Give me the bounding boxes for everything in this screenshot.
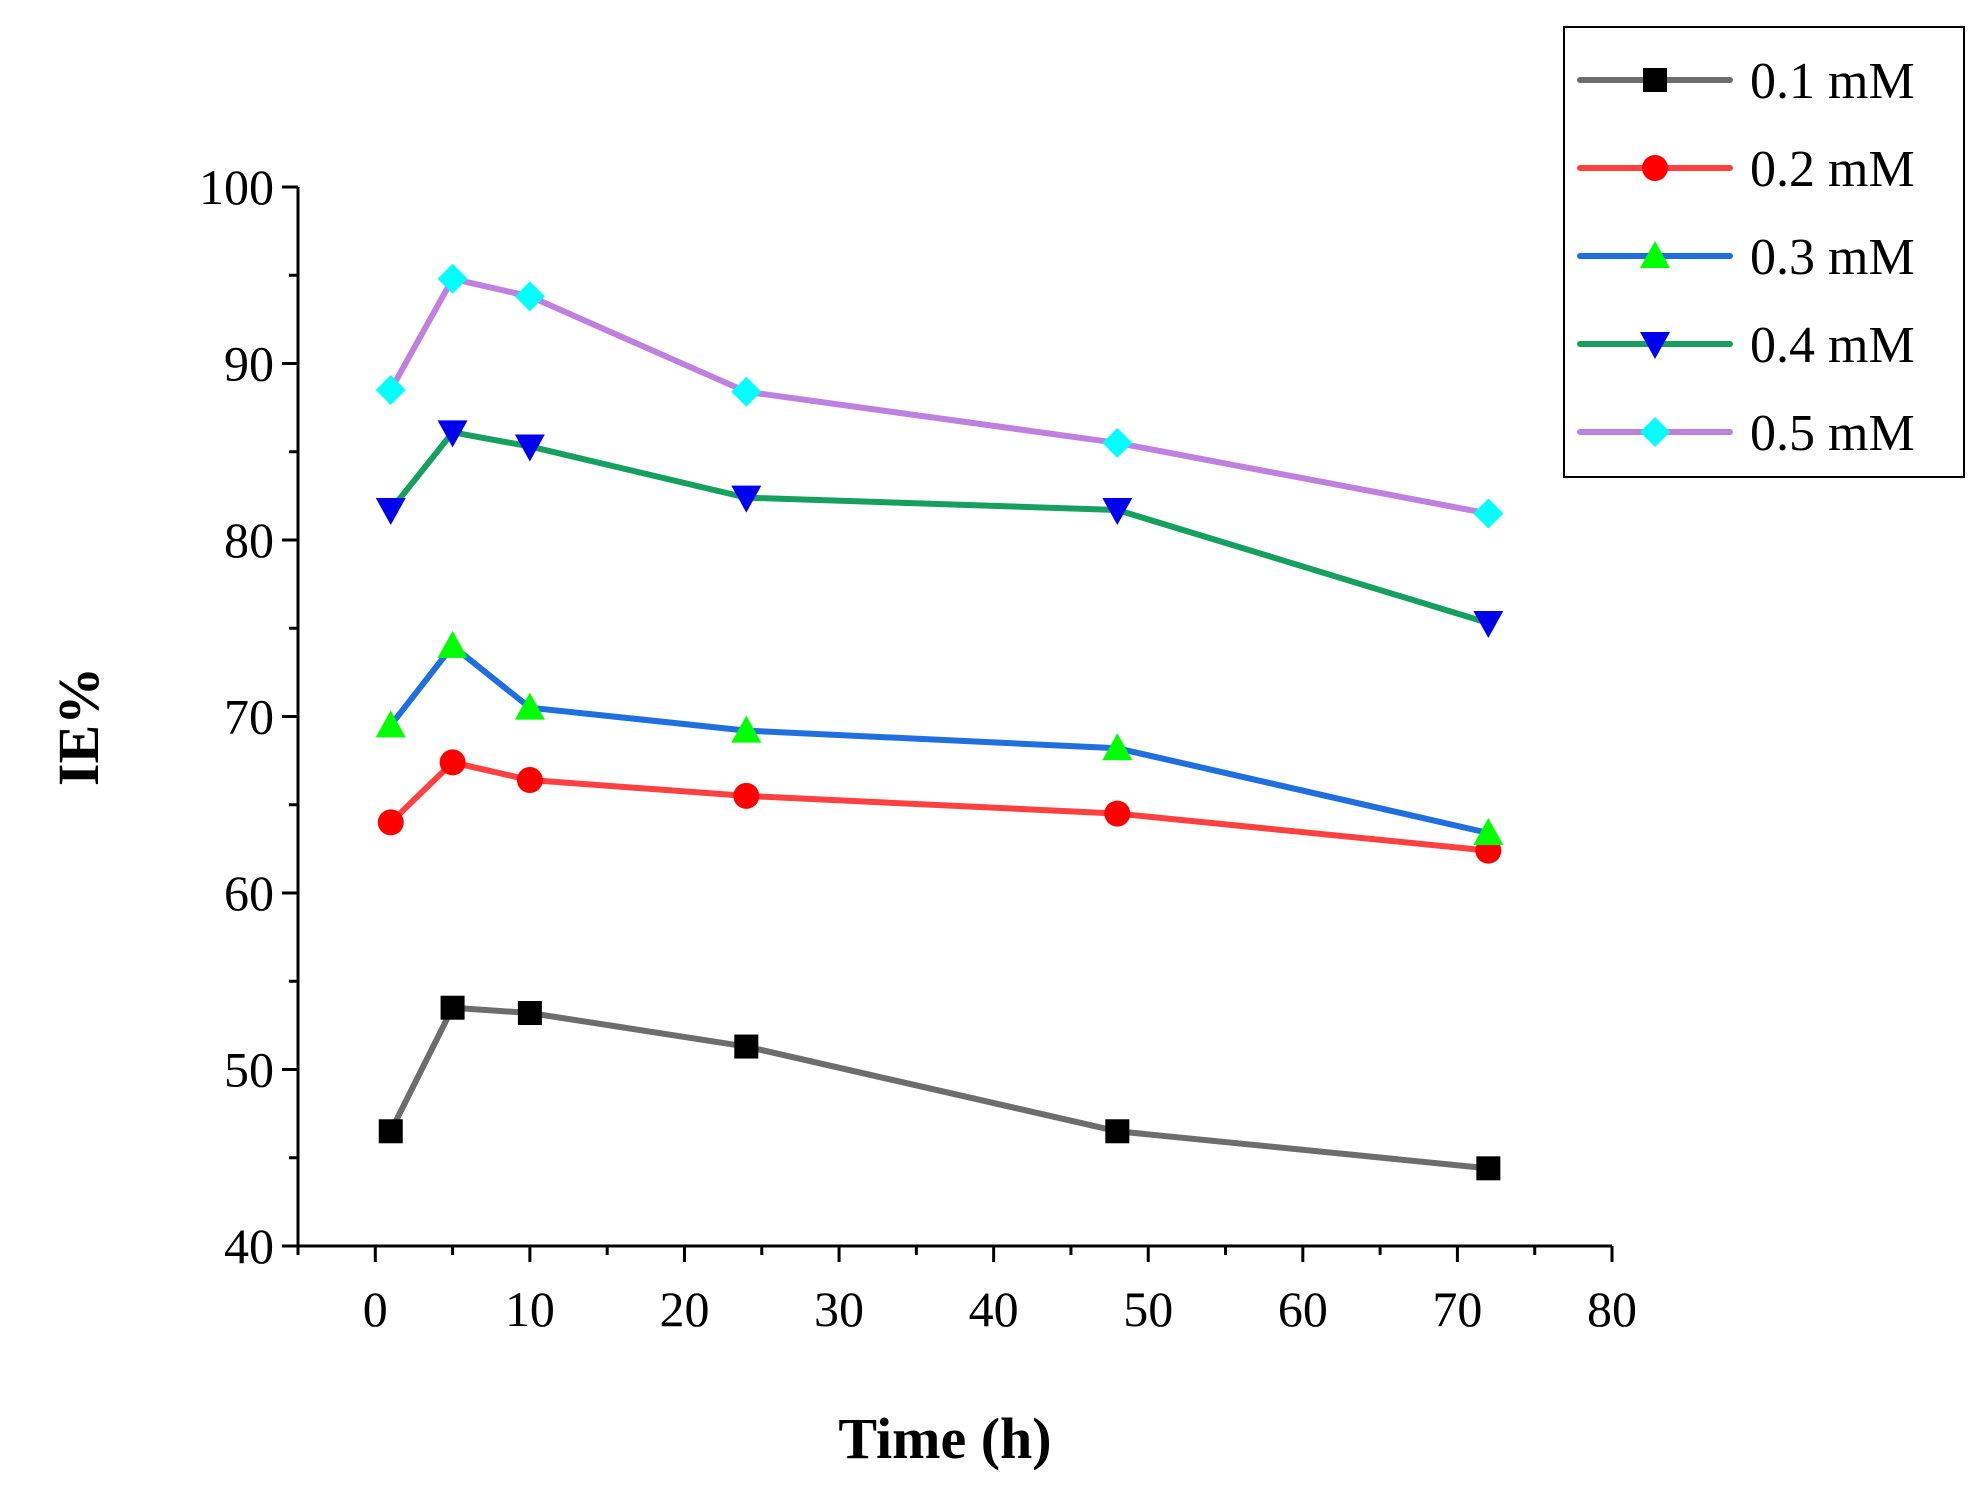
x-tick-label: 40 [969,1281,1019,1337]
data-point [731,485,762,513]
data-point [437,420,468,448]
series-line [387,1004,1492,1172]
data-point [734,1034,759,1059]
legend-label: 0.1 mM [1750,53,1915,110]
x-tick-label: 60 [1278,1281,1328,1337]
series-0_2-mM [377,749,1502,864]
series-0_3-mM [375,630,1504,845]
data-point [1473,610,1504,638]
legend-marker [1643,68,1667,92]
data-point [514,281,545,312]
data-point [1102,497,1133,525]
data-point [1476,1156,1501,1181]
data-point [1102,427,1133,458]
data-point [733,782,760,809]
legend-label: 0.3 mM [1750,229,1915,286]
data-point [439,749,466,776]
data-point [375,710,406,738]
axes: 40 50 60 70 80 90 100 0 10 20 30 40 50 60 70 80 Time (h)… [46,159,1637,1471]
legend-marker [1640,417,1670,447]
data-point [1104,800,1131,827]
data-point [1473,498,1504,529]
x-tick-label: 0 [363,1281,388,1337]
y-tick-label: 70 [224,689,274,745]
data-point [731,715,762,743]
series-0_4-mM [375,420,1504,638]
legend-label: 0.4 mM [1750,317,1915,374]
legend-box [1563,26,1965,478]
x-tick-label: 80 [1587,1281,1637,1337]
y-tick-label: 100 [199,159,274,215]
x-tick-label: 30 [814,1281,864,1337]
data-point [514,434,545,462]
legend-item: 0.4 mM [1577,317,1915,374]
data-point [1102,733,1133,761]
plot-area [375,263,1504,1181]
legend-item: 0.2 mM [1577,141,1915,198]
legend-item: 0.3 mM [1577,229,1915,286]
legend-label: 0.2 mM [1750,141,1915,198]
series-line [387,642,1492,836]
legend: 0.1 mM 0.2 mM 0.3 mM 0.4 mM 0.5 mM [1563,26,1965,478]
legend-marker [1640,332,1670,359]
y-axis-title: IE% [46,667,111,786]
y-tick-label: 50 [224,1042,274,1098]
legend-marker [1640,241,1670,268]
data-point [1105,1119,1130,1144]
y-tick-label: 40 [224,1218,274,1274]
data-point [517,1001,542,1026]
series-0_1-mM [378,995,1501,1181]
legend-item: 0.5 mM [1577,405,1915,462]
y-tick-label: 90 [224,336,274,392]
data-point [731,376,762,407]
series-line [387,275,1492,517]
series-line [387,429,1492,626]
x-tick-label: 10 [505,1281,555,1337]
x-tick-label: 50 [1123,1281,1173,1337]
data-point [516,767,543,794]
x-axis-title: Time (h) [838,1406,1051,1471]
legend-label: 0.5 mM [1750,405,1915,462]
legend-item: 0.1 mM [1577,53,1915,110]
data-point [1473,817,1504,845]
legend-marker [1642,155,1668,181]
data-point [375,374,406,405]
series-0_5-mM [375,263,1504,529]
data-point [377,809,404,836]
data-point [378,1119,403,1144]
data-point [437,263,468,294]
x-tick-label: 20 [659,1281,709,1337]
data-point [375,497,406,525]
y-tick-label: 80 [224,512,274,568]
series-line [387,759,1492,854]
data-point [514,692,545,720]
x-tick-label: 70 [1432,1281,1482,1337]
y-tick-label: 60 [224,865,274,921]
data-point [437,630,468,658]
data-point [440,995,465,1020]
